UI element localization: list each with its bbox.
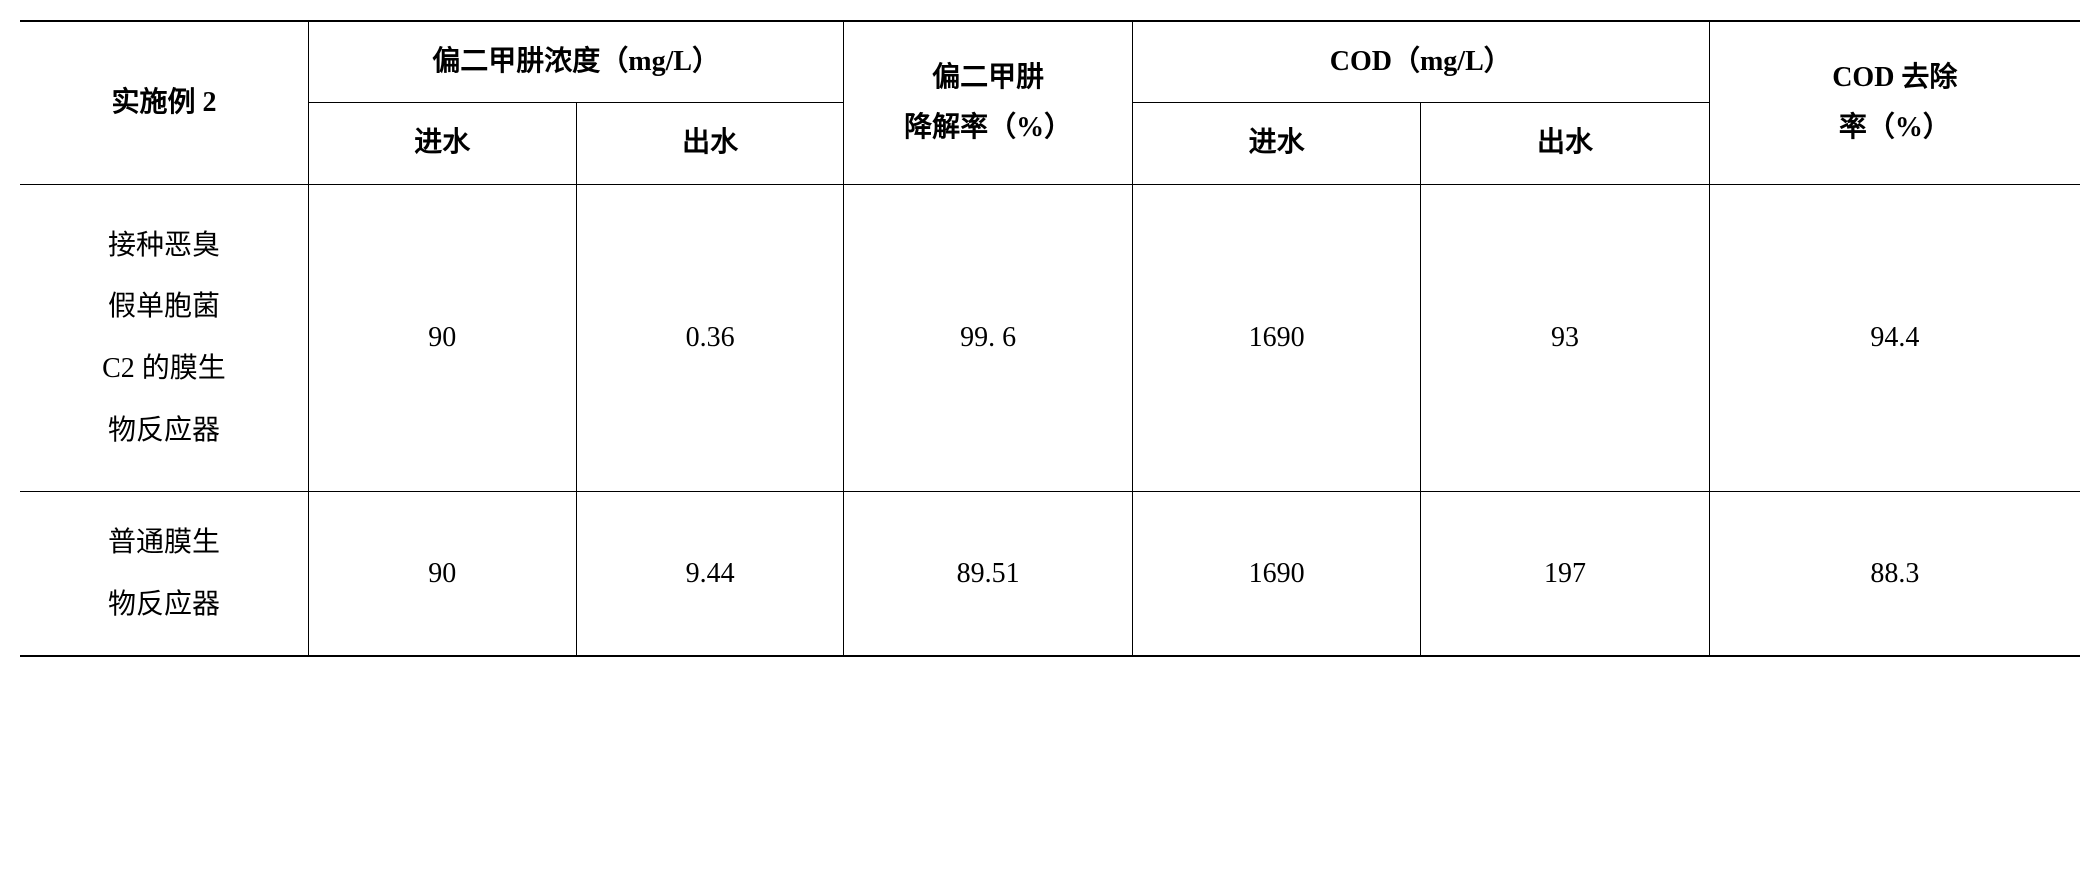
row2-label: 普通膜生 物反应器 xyxy=(20,492,308,657)
header-udmh-concentration: 偏二甲肼浓度（mg/L） xyxy=(308,21,844,103)
header-udmh-rate-line2: 降解率（%） xyxy=(852,103,1123,153)
row1-cod-in: 1690 xyxy=(1132,184,1420,491)
row1-udmh-out: 0.36 xyxy=(576,184,844,491)
row1-label-line3: C2 的膜生 xyxy=(28,338,300,400)
row2-udmh-out: 9.44 xyxy=(576,492,844,657)
row2-udmh-in: 90 xyxy=(308,492,576,657)
header-cod-influent: 进水 xyxy=(1132,103,1420,184)
row2-udmh-rate: 89.51 xyxy=(844,492,1132,657)
header-udmh-degradation-rate: 偏二甲肼 降解率（%） xyxy=(844,21,1132,184)
header-udmh-effluent: 出水 xyxy=(576,103,844,184)
header-example-label: 实施例 2 xyxy=(20,21,308,184)
header-udmh-rate-line1: 偏二甲肼 xyxy=(852,53,1123,103)
header-cod-rate-line1: COD 去除 xyxy=(1718,53,2072,103)
row2-cod-rate: 88.3 xyxy=(1709,492,2080,657)
header-udmh-influent: 进水 xyxy=(308,103,576,184)
row2-label-line1: 普通膜生 xyxy=(28,512,300,574)
data-table: 实施例 2 偏二甲肼浓度（mg/L） 偏二甲肼 降解率（%） COD（mg/L）… xyxy=(20,20,2080,657)
row2-cod-in: 1690 xyxy=(1132,492,1420,657)
row1-label-line4: 物反应器 xyxy=(28,400,300,462)
header-cod-rate-line2: 率（%） xyxy=(1718,103,2072,153)
row1-udmh-in: 90 xyxy=(308,184,576,491)
header-cod-concentration: COD（mg/L） xyxy=(1132,21,1709,103)
row2-cod-out: 197 xyxy=(1421,492,1709,657)
row1-cod-out: 93 xyxy=(1421,184,1709,491)
header-cod-effluent: 出水 xyxy=(1421,103,1709,184)
row1-label-line1: 接种恶臭 xyxy=(28,215,300,277)
header-cod-removal-rate: COD 去除 率（%） xyxy=(1709,21,2080,184)
row1-udmh-rate: 99. 6 xyxy=(844,184,1132,491)
row1-cod-rate: 94.4 xyxy=(1709,184,2080,491)
row1-label: 接种恶臭 假单胞菌 C2 的膜生 物反应器 xyxy=(20,184,308,491)
row2-label-line2: 物反应器 xyxy=(28,574,300,636)
row1-label-line2: 假单胞菌 xyxy=(28,276,300,338)
